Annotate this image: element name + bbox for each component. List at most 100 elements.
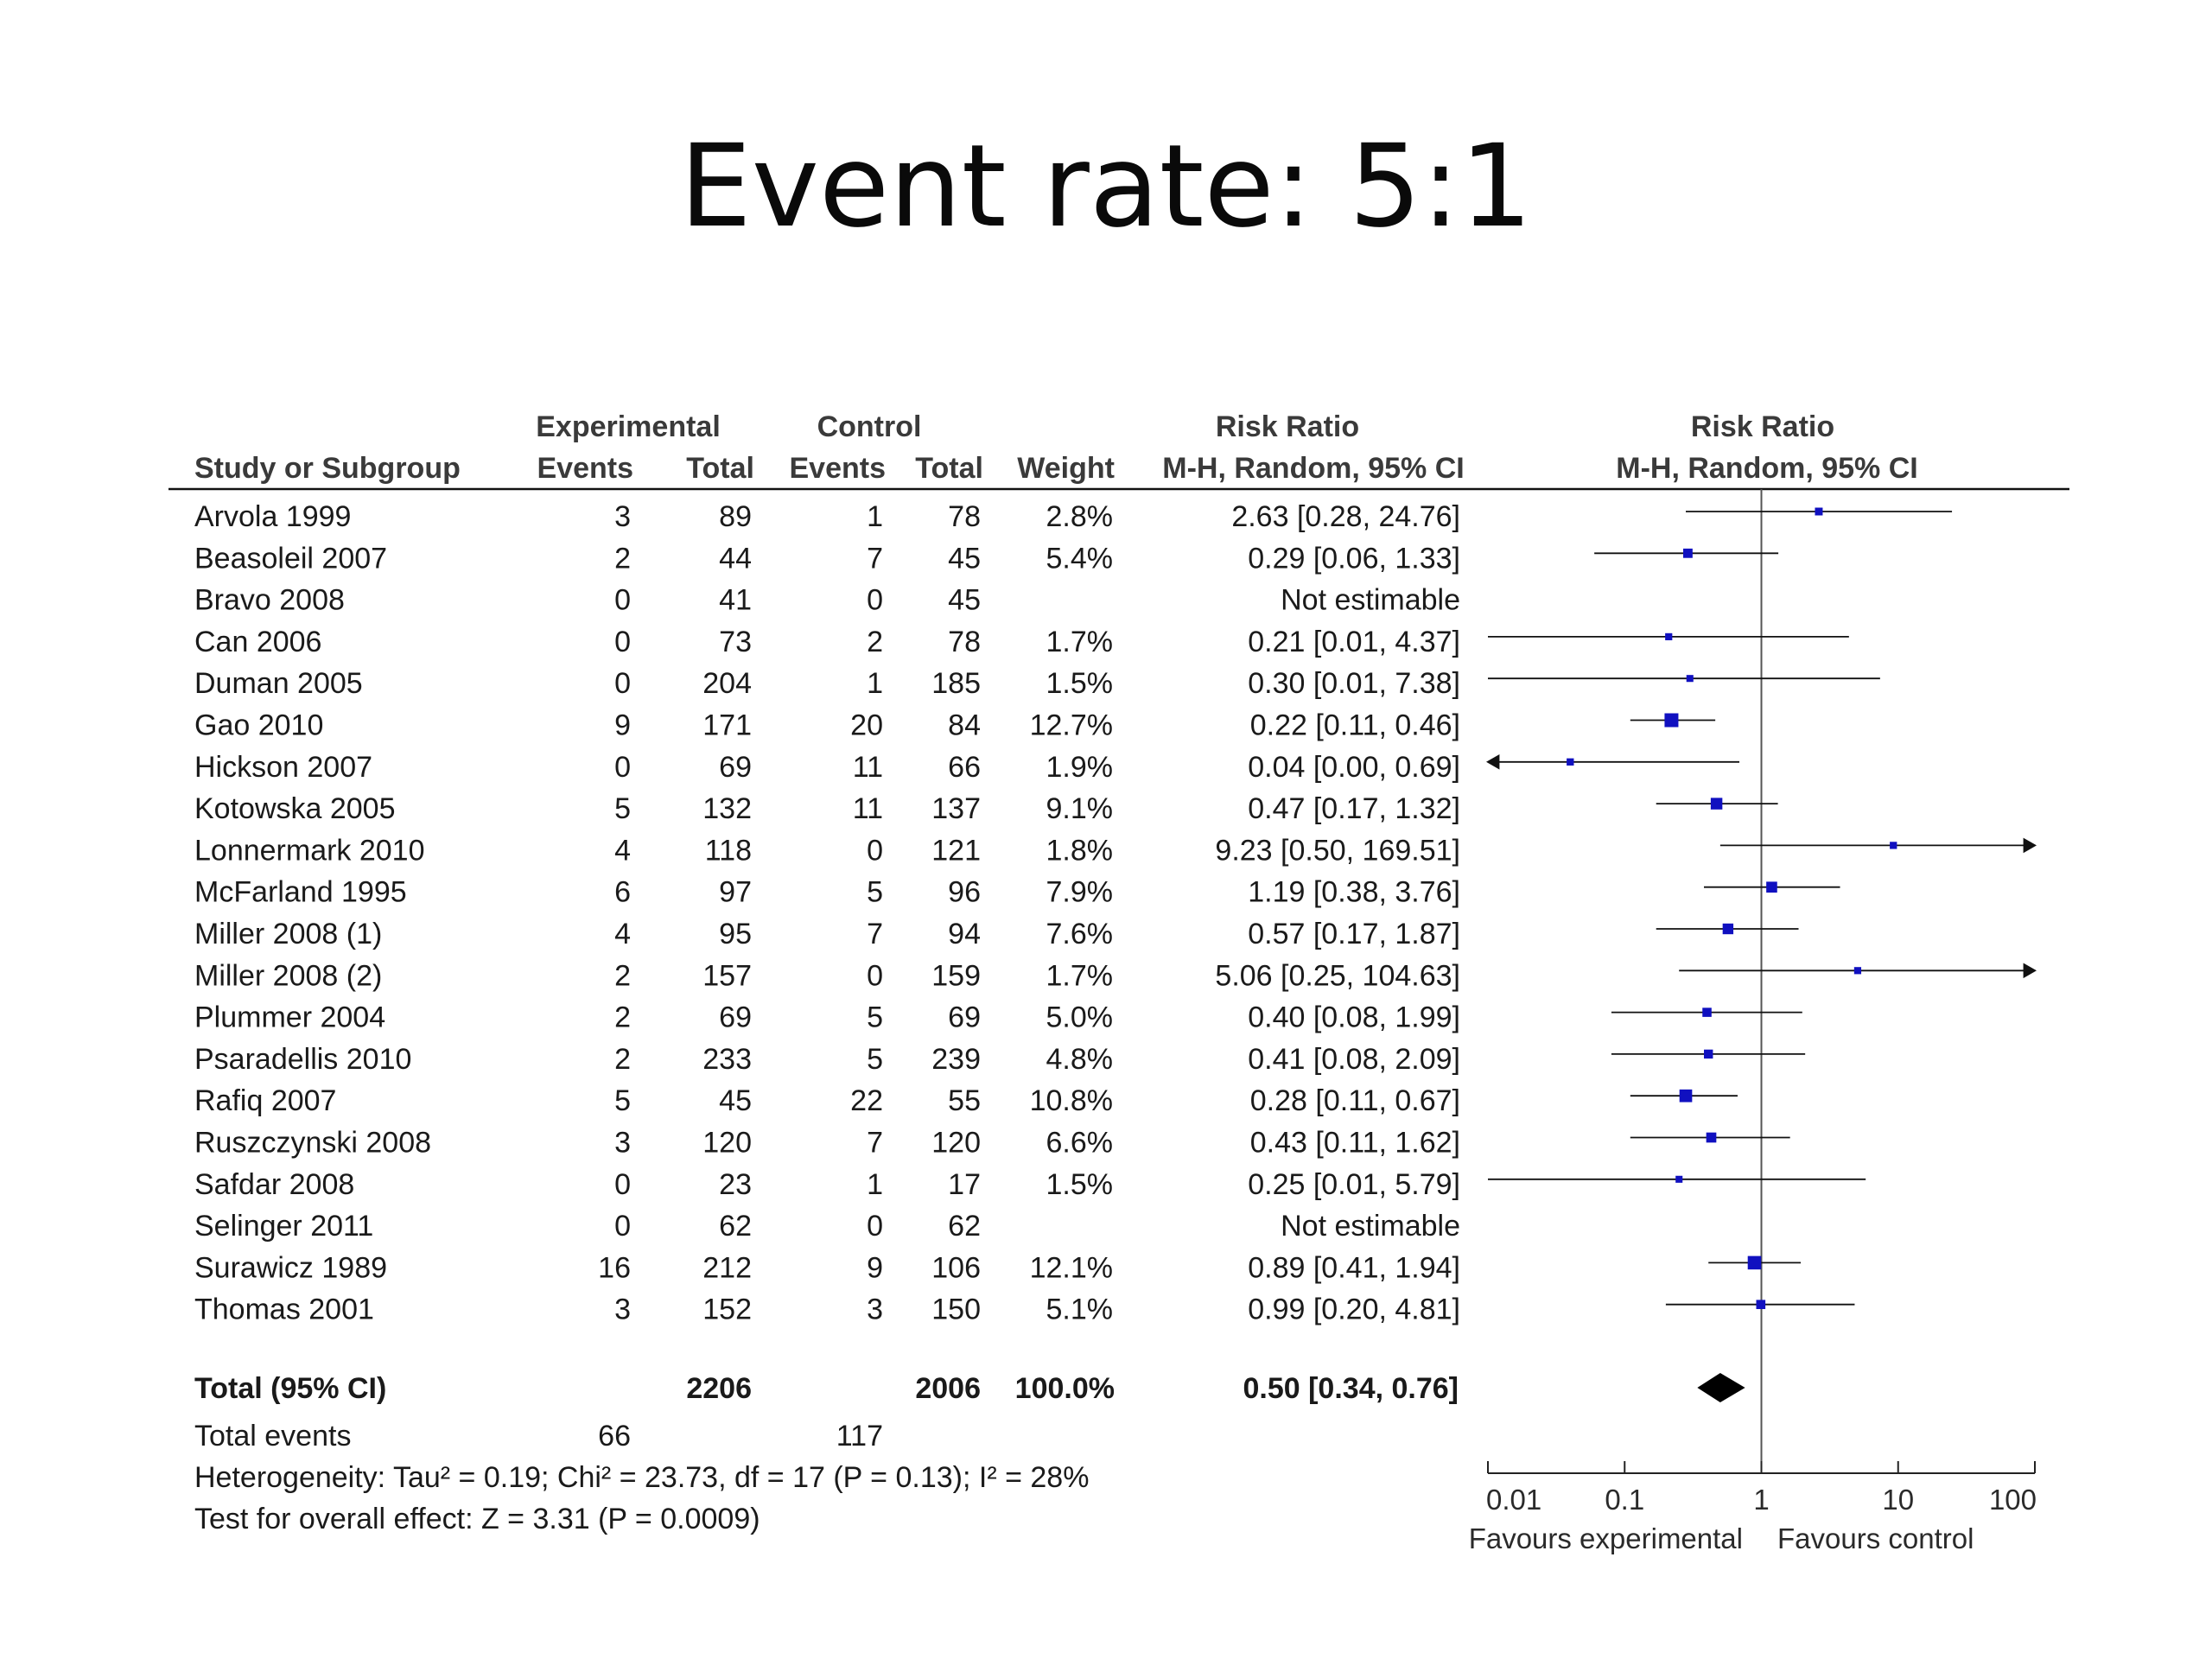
ctl-total: 120 <box>931 1127 981 1160</box>
exp-events: 3 <box>614 1127 631 1160</box>
exp-total: 97 <box>719 876 752 909</box>
ctl-events: 2 <box>867 626 883 658</box>
ctl-total: 150 <box>931 1294 981 1326</box>
study-name: Arvola 1999 <box>194 500 351 533</box>
study-name: Plummer 2004 <box>194 1001 385 1034</box>
table-row: Selinger 2011 0 62 0 62 Not estimable <box>194 1210 1460 1243</box>
ctl-total: 45 <box>948 584 981 617</box>
study-name: Bravo 2008 <box>194 584 345 617</box>
study-marker <box>1704 1049 1713 1059</box>
weight: 7.6% <box>1046 918 1114 950</box>
ctl-total: 137 <box>931 792 981 825</box>
exp-events: 0 <box>614 751 631 784</box>
exp-total: 73 <box>719 626 752 658</box>
ci-arrow-right <box>2023 963 2037 979</box>
exp-events: 6 <box>614 876 631 909</box>
exp-events: 2 <box>614 1001 631 1034</box>
exp-events: 4 <box>614 834 631 867</box>
total-events-ctl: 117 <box>836 1420 883 1452</box>
heterogeneity-text: Heterogeneity: Tau² = 0.19; Chi² = 23.73… <box>194 1461 1089 1494</box>
ci-text: 0.30 [0.01, 7.38] <box>1248 667 1460 700</box>
study-name: Selinger 2011 <box>194 1210 373 1243</box>
table-row: Rafiq 2007 5 45 22 55 10.8% 0.28 [0.11, 0.67] <box>194 1084 1460 1117</box>
ctl-events: 7 <box>867 542 883 575</box>
header-ctl-events: Events <box>790 452 887 485</box>
study-name: Beasoleil 2007 <box>194 542 387 575</box>
ci-text: 1.19 [0.38, 3.76] <box>1248 876 1460 909</box>
ctl-total: 239 <box>931 1043 981 1076</box>
table-row: McFarland 1995 6 97 5 96 7.9% 1.19 [0.38, 3.76… <box>194 876 1460 909</box>
table-row: Hickson 2007 0 69 11 66 1.9% 0.04 [0.00, 0.69] <box>194 751 1460 784</box>
exp-total: 69 <box>719 751 752 784</box>
exp-total: 157 <box>702 959 752 992</box>
ctl-total: 69 <box>948 1001 981 1034</box>
weight: 5.0% <box>1046 1001 1114 1034</box>
favours-experimental: Favours experimental <box>1469 1522 1743 1554</box>
ctl-total: 185 <box>931 667 981 700</box>
ctl-total: 17 <box>948 1168 981 1201</box>
study-name: Can 2006 <box>194 626 321 658</box>
overall-effect-text: Test for overall effect: Z = 3.31 (P = 0… <box>194 1503 760 1535</box>
study-marker <box>1664 713 1679 728</box>
header-risk-ratio-plot: Risk Ratio <box>1691 410 1834 443</box>
total-events-label: Total events <box>194 1420 351 1452</box>
study-marker <box>1679 1089 1693 1103</box>
exp-events: 5 <box>614 792 631 825</box>
header-exp-events: Events <box>537 452 634 485</box>
exp-events: 0 <box>614 1210 631 1243</box>
table-row: Lonnermark 2010 4 118 0 121 1.8% 9.23 [0.50, 1… <box>194 834 1460 867</box>
weight: 1.7% <box>1046 959 1114 992</box>
study-name: Miller 2008 (1) <box>194 918 382 950</box>
exp-events: 2 <box>614 1043 631 1076</box>
header-study: Study or Subgroup <box>194 452 461 485</box>
ctl-events: 9 <box>867 1251 883 1284</box>
exp-total: 212 <box>702 1251 752 1284</box>
ctl-events: 20 <box>850 709 883 742</box>
ctl-events: 5 <box>867 1043 883 1076</box>
ctl-events: 0 <box>867 959 883 992</box>
study-marker <box>1815 507 1823 516</box>
exp-total: 120 <box>702 1127 752 1160</box>
ci-arrow-right <box>2023 837 2037 854</box>
header-control: Control <box>817 410 922 443</box>
ci-text: 0.22 [0.11, 0.46] <box>1250 709 1460 742</box>
exp-events: 9 <box>614 709 631 742</box>
header-ctl-total: Total <box>915 452 983 485</box>
exp-total: 95 <box>719 918 752 950</box>
ctl-events: 7 <box>867 1127 883 1160</box>
table-row: Beasoleil 2007 2 44 7 45 5.4% 0.29 [0.06, 1.33… <box>194 542 1460 575</box>
ctl-total: 55 <box>948 1084 981 1117</box>
weight: 4.8% <box>1046 1043 1114 1076</box>
study-marker <box>1890 842 1897 849</box>
ctl-events: 5 <box>867 1001 883 1034</box>
exp-total: 45 <box>719 1084 752 1117</box>
exp-total: 89 <box>719 500 752 533</box>
study-name: Gao 2010 <box>194 709 323 742</box>
study-marker <box>1706 1132 1717 1143</box>
exp-total: 23 <box>719 1168 752 1201</box>
exp-events: 2 <box>614 542 631 575</box>
study-marker <box>1747 1255 1762 1270</box>
total-events-exp: 66 <box>598 1420 631 1452</box>
ci-text: 9.23 [0.50, 169.51] <box>1215 834 1460 867</box>
study-name: Surawicz 1989 <box>194 1251 387 1284</box>
table-row: Can 2006 0 73 2 78 1.7% 0.21 [0.01, 4.37] <box>194 626 1460 658</box>
weight: 1.5% <box>1046 1168 1114 1201</box>
exp-events: 0 <box>614 1168 631 1201</box>
exp-total: 69 <box>719 1001 752 1034</box>
table-row: Kotowska 2005 5 132 11 137 9.1% 0.47 [0.17, 1.… <box>194 792 1460 825</box>
ctl-events: 11 <box>853 751 883 784</box>
study-marker <box>1722 923 1734 935</box>
header-exp-total: Total <box>686 452 754 485</box>
ctl-total: 78 <box>948 500 981 533</box>
total-label: Total (95% CI) <box>194 1372 386 1405</box>
header-method-text: M-H, Random, 95% CI <box>1162 452 1464 485</box>
pooled-diamond <box>1697 1373 1745 1402</box>
study-rows: Arvola 1999 3 89 1 78 2.8% 2.63 [0.28, 24.76] B… <box>194 500 1460 1326</box>
ci-text: 0.29 [0.06, 1.33] <box>1248 542 1460 575</box>
weight: 10.8% <box>1030 1084 1113 1117</box>
table-row: Miller 2008 (1) 4 95 7 94 7.6% 0.57 [0.17, 1.8… <box>194 918 1460 950</box>
exp-total: 41 <box>719 584 752 617</box>
weight: 2.8% <box>1046 500 1114 533</box>
